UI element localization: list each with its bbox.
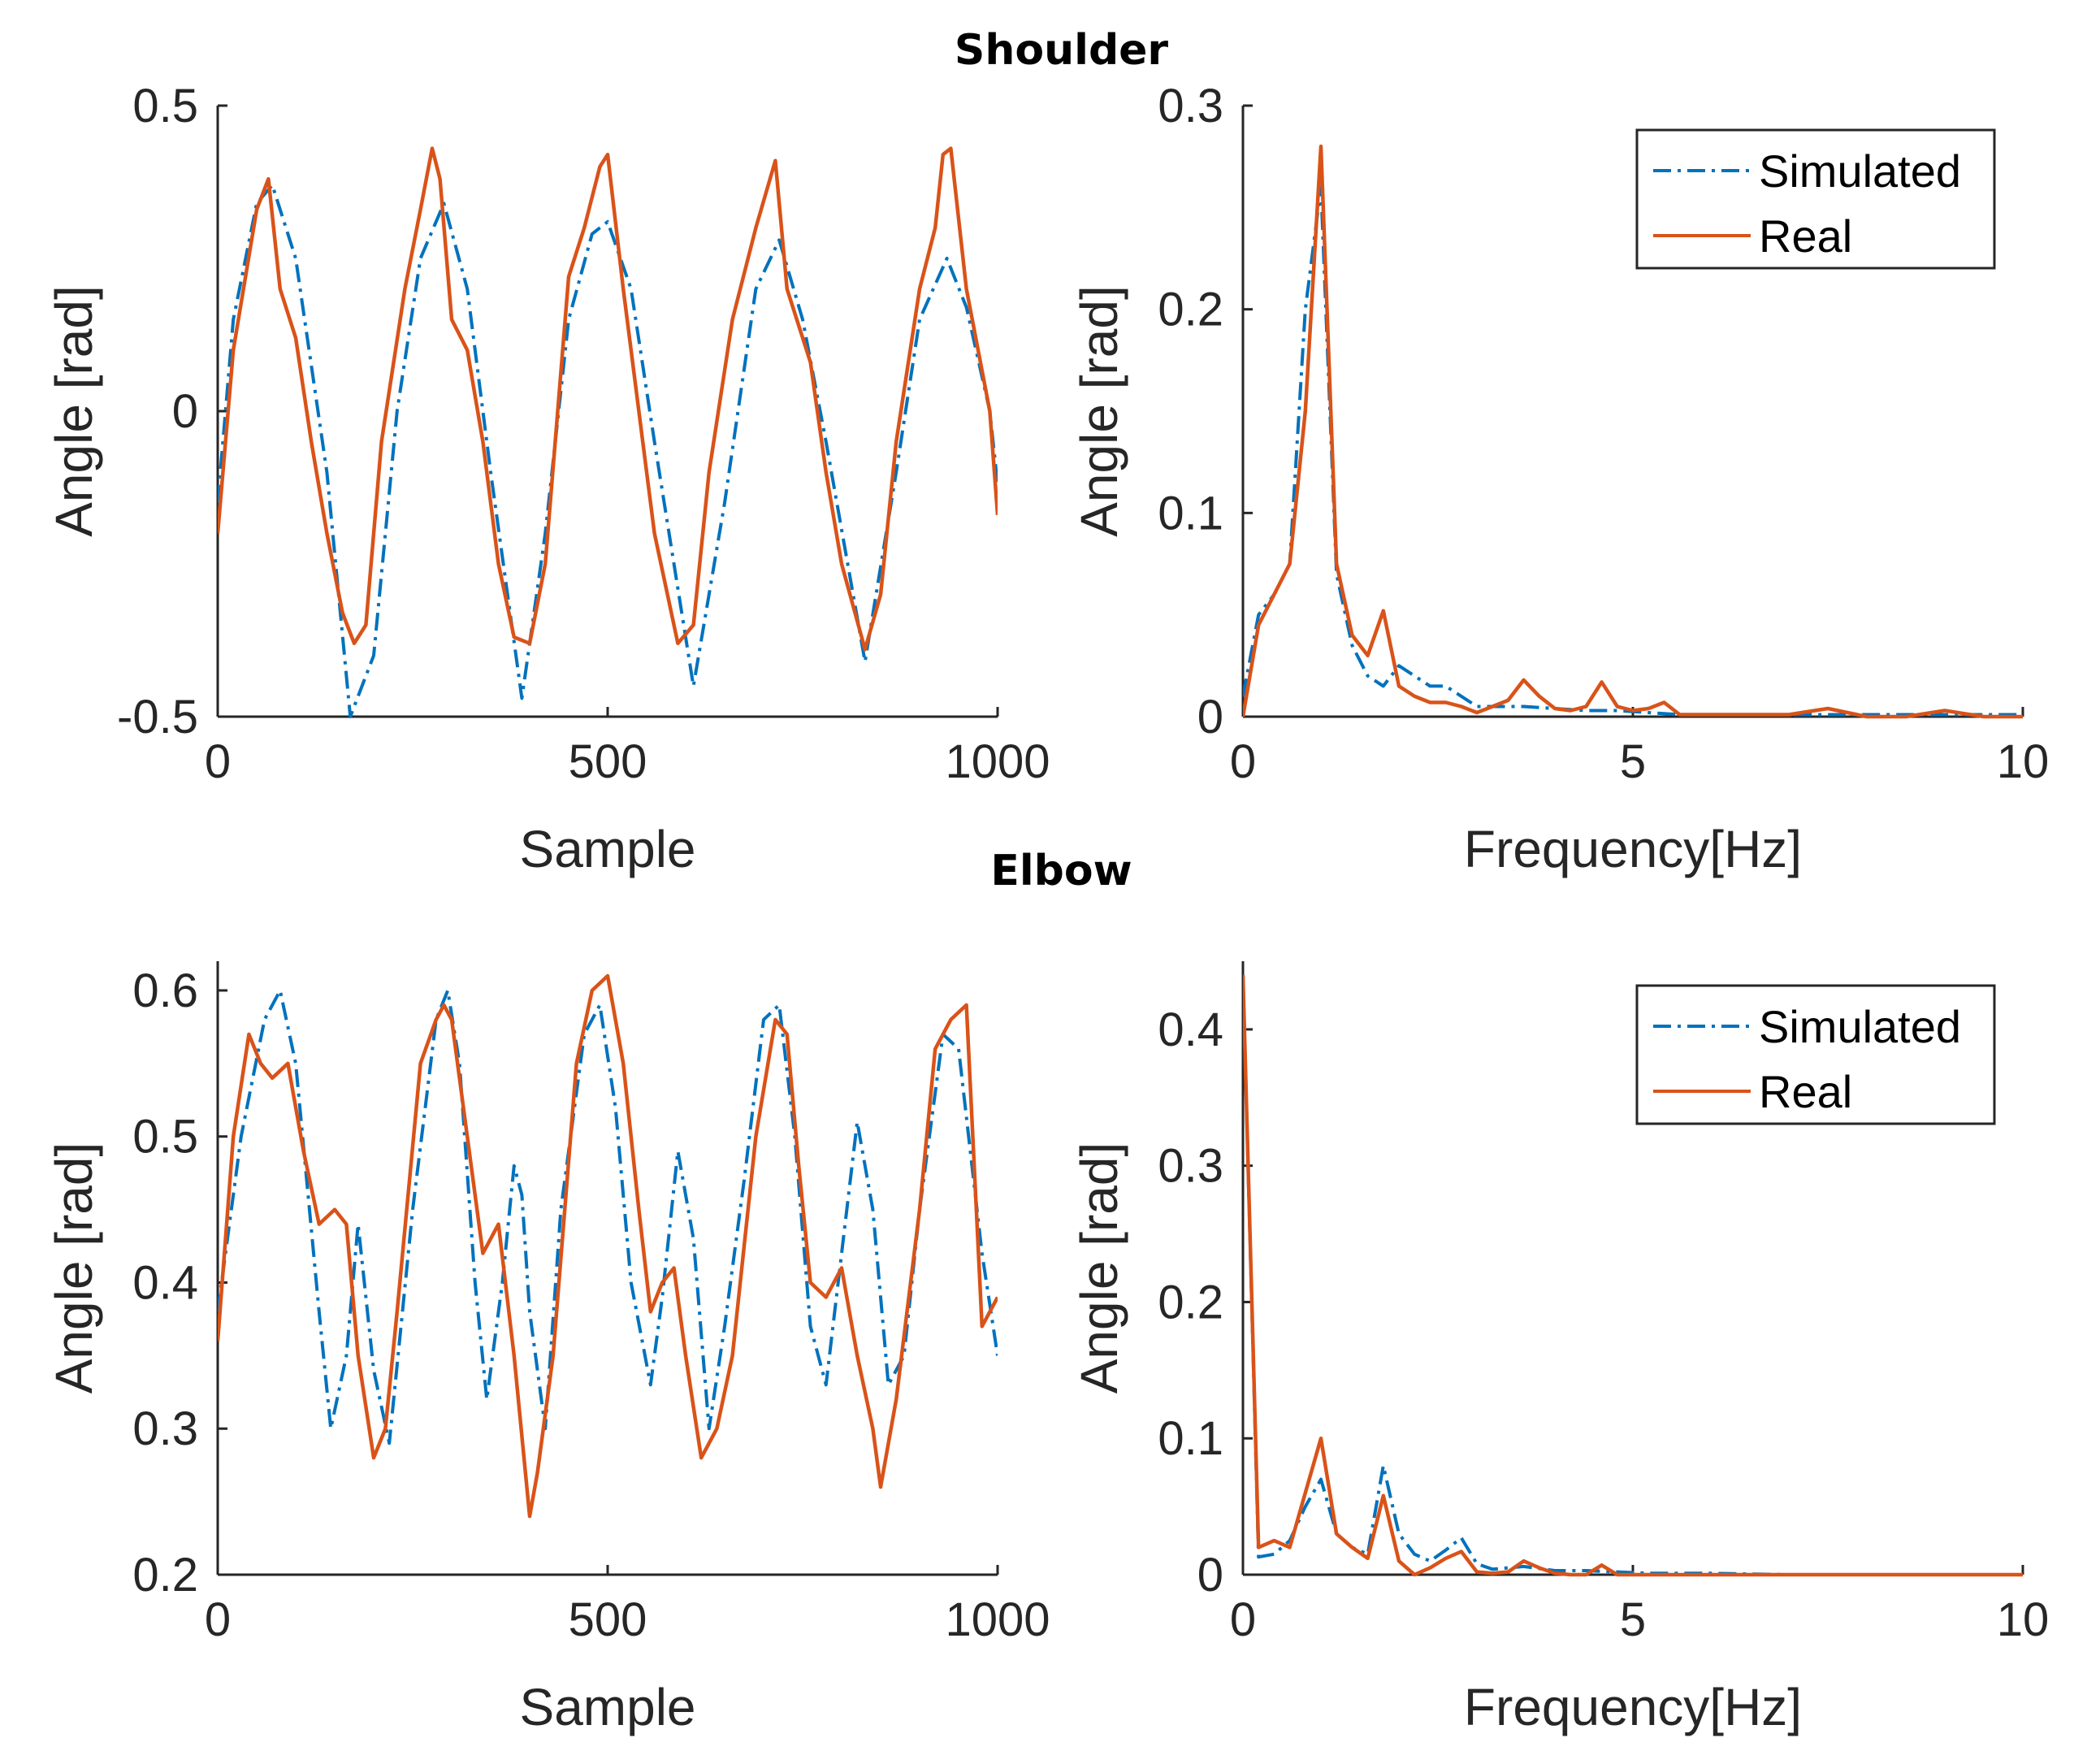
series-line-simulated — [218, 989, 998, 1445]
legend-label-simulated: Simulated — [1759, 145, 1961, 197]
y-tick-label: 0.2 — [132, 1549, 198, 1601]
x-tick-label: 5 — [1620, 1593, 1646, 1646]
chart-elbow-time: 0 500 1000 0.2 0.3 0.4 0.5 0.6 Sample Angle [rad] — [45, 961, 1050, 1736]
series-line-simulated — [218, 183, 998, 718]
y-axis-label: Angle [rad] — [45, 1142, 103, 1394]
x-tick-label: 1000 — [945, 735, 1050, 788]
series-line-real — [218, 146, 998, 652]
y-axis-label: Angle [rad] — [45, 285, 103, 537]
y-tick-label: 0.3 — [132, 1402, 198, 1455]
series-line-real — [1243, 144, 2023, 719]
chart-shoulder-freq: 0 5 10 0 0.1 0.2 0.3 Frequency[Hz] Angle [rad] Si… — [1070, 80, 2049, 878]
y-tick-label: 0 — [1197, 691, 1223, 743]
x-tick-label: 500 — [569, 1593, 647, 1646]
y-tick-label: 0.5 — [132, 80, 198, 132]
legend-box — [1635, 984, 1996, 1125]
x-axis-label: Sample — [520, 820, 696, 878]
y-tick-label: 0.1 — [1158, 1412, 1223, 1465]
y-tick-label: 0.3 — [1158, 80, 1223, 132]
y-axis-label: Angle [rad] — [1070, 285, 1128, 537]
series-line-real — [218, 973, 998, 1519]
section-title-shoulder: Shoulder — [954, 26, 1169, 75]
y-tick-label: 0.2 — [1158, 1276, 1223, 1328]
x-tick-label: 10 — [1997, 735, 2050, 788]
x-tick-label: 0 — [1230, 735, 1256, 788]
x-tick-label: 5 — [1620, 735, 1646, 788]
y-tick-label: 0.3 — [1158, 1140, 1223, 1193]
x-tick-label: 0 — [1230, 1593, 1256, 1646]
y-tick-label: -0.5 — [117, 691, 198, 743]
legend-label-real: Real — [1759, 210, 1852, 262]
legend: Simulated Real — [1635, 128, 1996, 270]
legend-label-real: Real — [1759, 1066, 1852, 1117]
x-tick-label: 1000 — [945, 1593, 1050, 1646]
y-tick-label: 0.1 — [1158, 487, 1223, 540]
chart-elbow-freq: 0 5 10 0 0.1 0.2 0.3 0.4 Frequency[Hz] Angle [rad… — [1070, 961, 2049, 1736]
x-tick-label: 0 — [205, 1593, 231, 1646]
series-line-real — [1243, 974, 2023, 1577]
y-tick-label: 0.4 — [132, 1256, 198, 1309]
y-tick-label: 0.5 — [132, 1111, 198, 1164]
y-tick-label: 0.4 — [1158, 1003, 1223, 1056]
y-tick-label: 0.2 — [1158, 284, 1223, 336]
y-tick-label: 0.6 — [132, 964, 198, 1017]
legend-box — [1635, 128, 1996, 270]
legend-label-simulated: Simulated — [1759, 1001, 1961, 1052]
y-tick-label: 0 — [1197, 1549, 1223, 1601]
x-axis-label: Sample — [520, 1678, 696, 1736]
section-title-elbow: Elbow — [990, 847, 1132, 895]
y-tick-label: 0 — [172, 385, 198, 438]
x-axis-label: Frequency[Hz] — [1464, 1678, 1802, 1736]
x-tick-label: 10 — [1997, 1593, 2050, 1646]
x-tick-label: 0 — [205, 735, 231, 788]
x-axis-label: Frequency[Hz] — [1464, 820, 1802, 878]
legend: Simulated Real — [1635, 984, 1996, 1125]
y-axis-label: Angle [rad] — [1070, 1142, 1128, 1394]
x-tick-label: 500 — [569, 735, 647, 788]
